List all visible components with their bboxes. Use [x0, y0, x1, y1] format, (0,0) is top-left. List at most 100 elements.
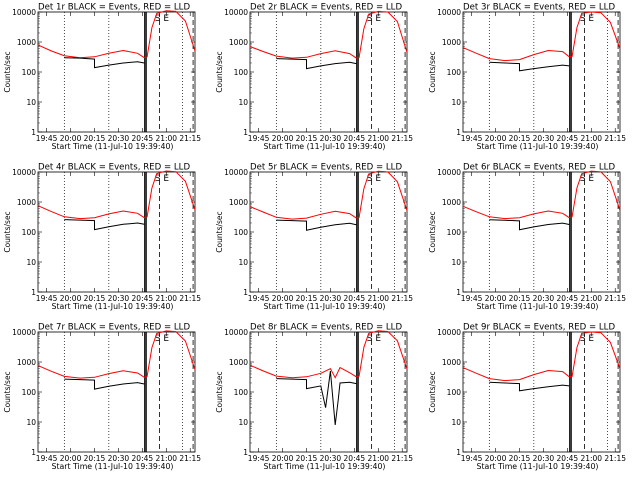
start-marker-label: S: [367, 14, 373, 24]
y-axis-label: Counts/sec: [3, 211, 12, 252]
x-tick-label: 20:15: [296, 294, 318, 303]
panel-title: Det 7r BLACK = Events, RED = LLD: [38, 323, 190, 333]
start-marker-label: S: [155, 334, 161, 344]
y-tick-label: 1000: [17, 198, 36, 207]
end-marker-label: E: [375, 334, 381, 344]
x-tick-label: 20:15: [296, 134, 318, 143]
y-tick-label: 1000: [442, 358, 461, 367]
x-tick-label: 20:30: [108, 454, 130, 463]
series-lld-line: [249, 170, 408, 220]
y-tick-label: 1000: [442, 38, 461, 47]
x-tick-label: 21:00: [367, 454, 389, 463]
series-lld-line: [37, 170, 196, 220]
y-axis-label: Counts/sec: [428, 51, 437, 92]
y-tick-label: 10000: [12, 328, 36, 337]
series-lld-line: [37, 10, 196, 59]
series-lld-line: [462, 331, 621, 382]
x-tick-label: 20:45: [557, 294, 579, 303]
x-tick-label: 20:00: [272, 454, 294, 463]
x-tick-label: 19:45: [36, 134, 58, 143]
y-tick-label: 10: [238, 418, 248, 427]
y-tick-label: 10: [451, 258, 461, 267]
x-tick-label: 21:15: [604, 294, 626, 303]
x-tick-label: 21:00: [367, 294, 389, 303]
x-tick-label: 19:45: [461, 134, 483, 143]
start-marker-label: S: [367, 334, 373, 344]
series-events-line: [276, 219, 357, 231]
x-tick-label: 20:45: [132, 294, 154, 303]
x-tick-label: 20:00: [485, 454, 507, 463]
x-tick-label: 20:45: [344, 294, 366, 303]
x-tick-label: 20:45: [132, 454, 154, 463]
panel-det-8: Det 8r BLACK = Events, RED = LLD 1 10 100 10…: [215, 323, 413, 472]
start-marker-label: S: [367, 174, 373, 184]
x-tick-label: 21:00: [367, 134, 389, 143]
y-tick-label: 10000: [224, 168, 248, 177]
x-tick-label: 20:00: [60, 134, 82, 143]
y-tick-label: 10: [451, 98, 461, 107]
x-tick-label: 21:15: [391, 294, 413, 303]
x-tick-label: 21:00: [155, 454, 177, 463]
y-tick-label: 100: [234, 388, 249, 397]
y-tick-label: 1: [31, 288, 36, 297]
plot-frame: [462, 331, 621, 453]
y-axis-label: Counts/sec: [3, 51, 12, 92]
x-tick-label: 20:30: [108, 294, 130, 303]
x-tick-label: 20:00: [60, 454, 82, 463]
series-events-line: [276, 58, 357, 70]
x-axis-label: Start Time (11-Jul-10 19:39:40): [52, 142, 174, 151]
y-tick-label: 1: [456, 288, 461, 297]
y-tick-label: 1: [31, 448, 36, 457]
series-events-line: [64, 219, 145, 231]
y-tick-label: 10000: [437, 328, 461, 337]
start-marker-label: S: [155, 174, 161, 184]
end-marker-label: E: [163, 174, 169, 184]
x-tick-label: 20:30: [533, 454, 555, 463]
end-marker-label: E: [163, 14, 169, 24]
x-tick-label: 20:00: [272, 294, 294, 303]
series-events-line: [489, 219, 570, 231]
y-tick-label: 10000: [437, 8, 461, 17]
series-events-line: [64, 57, 145, 69]
y-tick-label: 10000: [437, 168, 461, 177]
y-tick-label: 100: [447, 228, 462, 237]
x-tick-label: 21:00: [580, 134, 602, 143]
y-tick-label: 10: [26, 98, 36, 107]
x-tick-label: 19:45: [36, 294, 58, 303]
panel-title: Det 9r BLACK = Events, RED = LLD: [463, 323, 615, 333]
x-tick-label: 20:45: [344, 454, 366, 463]
x-tick-label: 20:30: [320, 294, 342, 303]
x-tick-label: 19:45: [461, 294, 483, 303]
x-tick-label: 19:45: [461, 454, 483, 463]
x-tick-label: 20:30: [108, 134, 130, 143]
panel-det-6: Det 6r BLACK = Events, RED = LLD 1 10 100 10…: [428, 163, 626, 312]
y-tick-label: 100: [447, 388, 462, 397]
start-marker-label: S: [580, 14, 586, 24]
x-axis-label: Start Time (11-Jul-10 19:39:40): [264, 302, 386, 311]
y-tick-label: 10: [26, 258, 36, 267]
series-events-line: [489, 61, 570, 72]
end-marker-label: E: [375, 174, 381, 184]
y-tick-label: 100: [22, 68, 37, 77]
x-axis-label: Start Time (11-Jul-10 19:39:40): [264, 462, 386, 471]
series-lld-line: [37, 330, 196, 379]
y-tick-label: 10: [451, 418, 461, 427]
x-tick-label: 21:15: [179, 294, 201, 303]
y-tick-label: 1000: [229, 358, 248, 367]
x-axis-label: Start Time (11-Jul-10 19:39:40): [477, 462, 599, 471]
panel-det-2: Det 2r BLACK = Events, RED = LLD 1 10 100 10…: [215, 3, 413, 152]
panel-det-7: Det 7r BLACK = Events, RED = LLD 1 10 100 10…: [3, 323, 201, 472]
panel-det-4: Det 4r BLACK = Events, RED = LLD 1 10 100 10…: [3, 163, 201, 312]
x-axis-label: Start Time (11-Jul-10 19:39:40): [477, 142, 599, 151]
panel-det-1: Det 1r BLACK = Events, RED = LLD 1 10 100 10…: [3, 3, 201, 152]
panel-title: Det 5r BLACK = Events, RED = LLD: [250, 163, 402, 173]
plot-frame: [37, 171, 196, 293]
plot-frame: [37, 11, 196, 133]
x-axis-label: Start Time (11-Jul-10 19:39:40): [264, 142, 386, 151]
x-tick-label: 20:30: [533, 134, 555, 143]
series-lld-line: [249, 10, 408, 59]
y-tick-label: 1000: [229, 198, 248, 207]
y-tick-label: 10000: [224, 8, 248, 17]
y-tick-label: 10000: [224, 328, 248, 337]
x-tick-label: 21:15: [391, 134, 413, 143]
